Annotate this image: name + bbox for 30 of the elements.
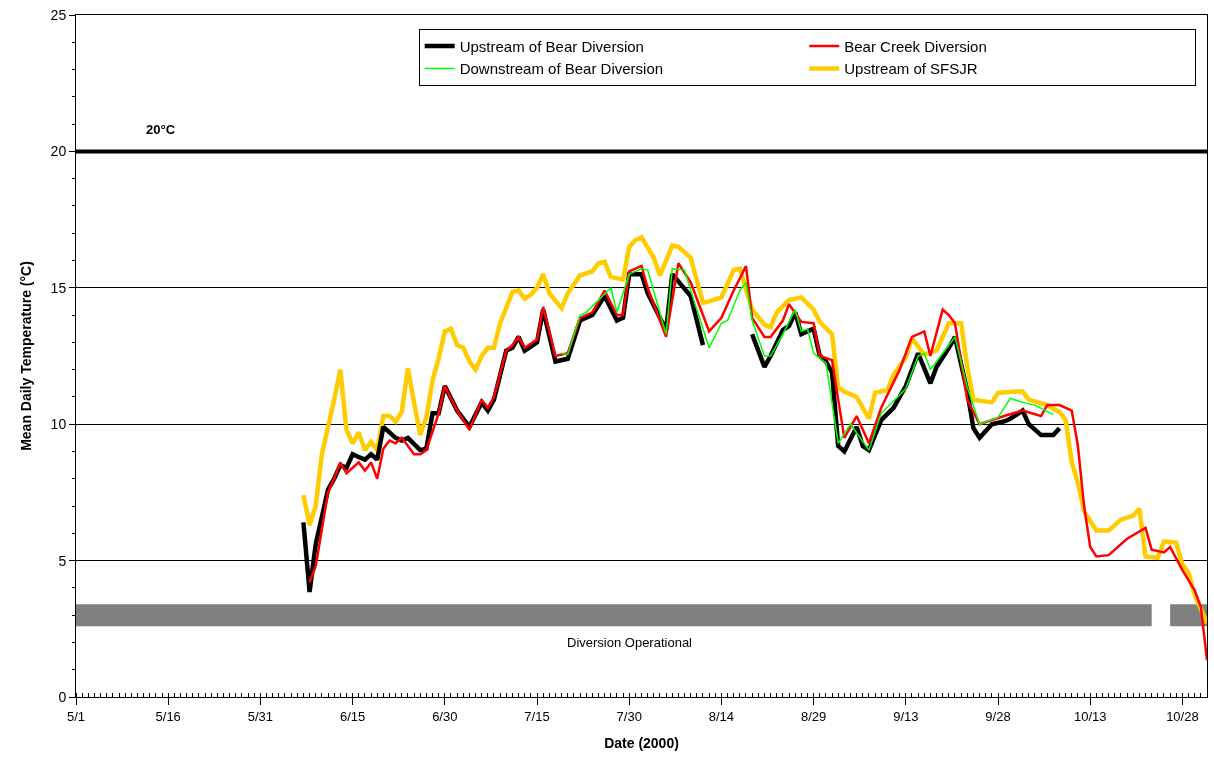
x-tick-label: 9/13 [893, 708, 919, 724]
y-tick-label: 15 [50, 279, 67, 296]
line-series [301, 235, 1207, 626]
x-tick-label: 8/29 [800, 708, 827, 724]
legend-label: Upstream of SFSJR [844, 60, 978, 78]
x-tick-label: 5/16 [155, 708, 181, 724]
line-series [560, 267, 1055, 451]
ref-line-label: 20°C [146, 122, 176, 137]
y-tick-label: 0 [58, 688, 67, 705]
y-tick-label: 10 [50, 416, 67, 433]
y-tick-label: 25 [50, 6, 67, 23]
x-tick-label: 6/30 [432, 708, 458, 724]
x-tick-label: 5/31 [247, 708, 274, 724]
y-tick-label: 20 [50, 143, 67, 160]
line-series [308, 262, 1207, 662]
series-label: Diversion Operational [567, 635, 693, 650]
x-tick-label: 8/14 [708, 708, 735, 724]
x-tick-label: 10/28 [1166, 708, 1199, 724]
legend-label: Bear Creek Diversion [844, 37, 987, 55]
x-tick-label: 7/30 [616, 708, 642, 724]
x-tick-label: 7/15 [524, 708, 550, 724]
x-tick-label: 10/13 [1073, 708, 1107, 724]
x-tick-label: 6/15 [339, 708, 366, 724]
x-tick-label: 5/1 [66, 708, 86, 724]
y-tick-label: 5 [58, 552, 67, 569]
legend-label: Downstream of Bear Diversion [459, 60, 664, 78]
y-axis-title: Mean Daily Temperature (°C) [18, 261, 35, 451]
legend-label: Upstream of Bear Diversion [459, 37, 644, 55]
x-axis-title: Date (2000) [604, 734, 679, 751]
x-tick-label: 9/28 [985, 708, 1011, 724]
